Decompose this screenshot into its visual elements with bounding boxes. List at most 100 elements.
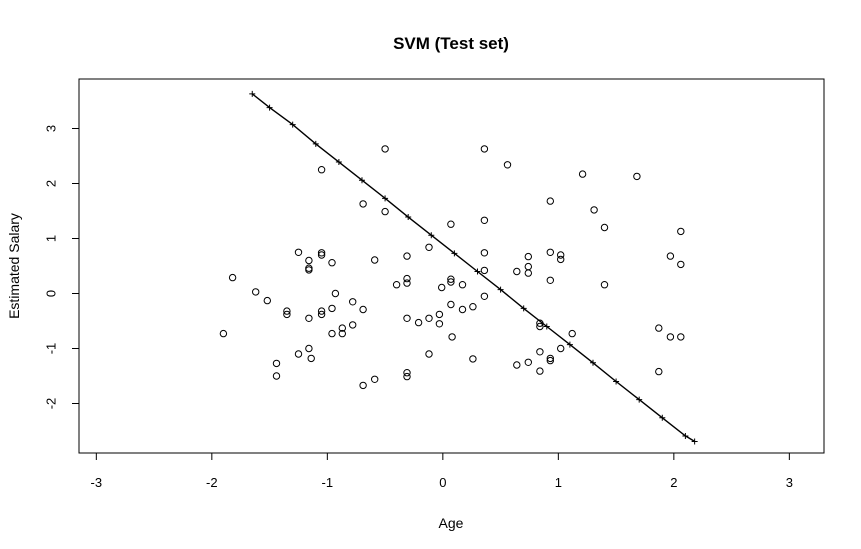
data-point — [655, 367, 663, 376]
chart-title: SVM (Test set) — [393, 34, 509, 53]
data-point — [448, 333, 456, 341]
data-point — [480, 249, 489, 257]
decision-boundary — [249, 90, 698, 445]
data-point — [219, 329, 228, 338]
data-point — [307, 354, 315, 363]
data-point — [578, 170, 587, 178]
y-tick-label: 1 — [43, 235, 58, 242]
boundary-marker — [691, 438, 698, 445]
data-point — [568, 329, 576, 338]
boundary-marker — [405, 214, 412, 221]
boundary-marker — [682, 432, 689, 439]
data-point — [294, 248, 303, 257]
data-point — [447, 300, 455, 309]
boundary-marker — [428, 232, 435, 239]
data-point — [317, 249, 326, 257]
data-point — [317, 166, 326, 174]
x-tick-label: -2 — [206, 475, 218, 490]
data-point — [546, 248, 554, 257]
boundary-marker — [543, 323, 550, 330]
data-point — [513, 267, 521, 276]
data-point — [317, 251, 326, 259]
data-point — [349, 321, 357, 329]
data-point — [655, 324, 663, 332]
data-point — [294, 350, 303, 358]
boundary-marker — [382, 195, 389, 202]
data-point — [359, 381, 367, 390]
data-point — [403, 314, 411, 322]
boundary-marker — [659, 414, 666, 421]
data-point — [305, 314, 313, 322]
x-tick-label: 3 — [786, 475, 793, 490]
boundary-marker — [497, 286, 504, 293]
data-point — [677, 227, 685, 236]
data-point — [381, 207, 389, 216]
data-point — [403, 274, 411, 283]
data-point — [371, 375, 379, 383]
data-point — [480, 292, 489, 300]
data-point — [305, 256, 313, 265]
data-point — [403, 252, 411, 260]
data-point — [600, 223, 609, 232]
boundary-marker — [358, 177, 365, 184]
data-point — [677, 260, 685, 269]
data-point — [557, 255, 565, 264]
data-point — [536, 348, 544, 356]
data-point — [546, 356, 554, 365]
data-point — [331, 289, 340, 298]
data-point — [438, 283, 446, 292]
data-point — [359, 305, 367, 314]
x-axis-label: Age — [439, 515, 464, 531]
data-point — [403, 372, 411, 381]
y-tick-label: 0 — [43, 290, 58, 297]
y-tick-label: 2 — [43, 180, 58, 187]
data-point — [557, 344, 565, 353]
data-point — [447, 275, 455, 283]
data-point — [524, 358, 532, 366]
data-point — [557, 251, 565, 259]
data-point — [328, 329, 336, 338]
boundary-marker — [589, 359, 596, 366]
data-point — [666, 252, 675, 260]
y-tick-label: 3 — [43, 125, 58, 132]
data-point — [338, 329, 346, 338]
data-point — [590, 206, 598, 214]
data-point — [435, 320, 444, 328]
data-point — [392, 281, 401, 289]
data-point — [469, 355, 477, 363]
data-point — [524, 269, 532, 277]
data-point — [349, 298, 357, 306]
data-point — [633, 172, 641, 181]
data-point — [328, 304, 336, 313]
y-axis-label: Estimated Salary — [6, 213, 22, 319]
data-point — [252, 288, 260, 296]
data-point — [228, 273, 237, 282]
data-point — [666, 333, 675, 341]
y-axis: -2 -1 0 1 2 3 — [43, 125, 80, 410]
data-point — [381, 145, 389, 153]
data-point — [447, 278, 455, 286]
x-tick-label: -3 — [91, 475, 103, 490]
data-point — [328, 259, 336, 267]
boundary-marker — [451, 250, 458, 257]
x-tick-label: 1 — [555, 475, 562, 490]
boundary-marker — [613, 378, 620, 385]
y-tick-label: -2 — [43, 398, 58, 410]
boundary-marker — [249, 90, 256, 97]
data-point — [513, 361, 521, 369]
data-point — [425, 314, 433, 322]
data-point — [371, 256, 379, 264]
boundary-marker — [289, 121, 296, 128]
data-point — [458, 305, 467, 314]
data-point — [480, 216, 489, 225]
data-point — [536, 322, 544, 331]
x-axis: -3 -2 -1 0 1 2 3 — [91, 452, 793, 490]
boundary-marker — [636, 396, 643, 403]
boundary-marker — [266, 104, 273, 111]
data-point — [283, 310, 291, 319]
data-point — [272, 359, 281, 368]
data-point — [546, 197, 554, 205]
data-point — [546, 276, 554, 284]
data-point — [305, 266, 313, 274]
boundary-marker — [312, 140, 319, 147]
